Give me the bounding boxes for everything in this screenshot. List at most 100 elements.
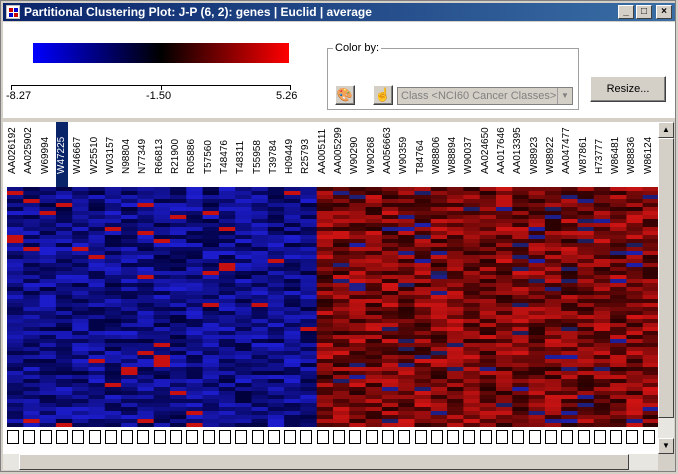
column-label[interactable]: W88806 <box>431 122 443 187</box>
column-label[interactable]: AA005299 <box>333 122 345 187</box>
class-box[interactable] <box>447 430 460 444</box>
column-label[interactable]: AA047477 <box>561 122 573 187</box>
column-label[interactable]: T55958 <box>252 122 264 187</box>
class-box[interactable] <box>88 430 101 444</box>
column-label[interactable]: W46667 <box>72 122 84 187</box>
class-box[interactable] <box>544 430 557 444</box>
color-class-select[interactable]: Class <NCI60 Cancer Classes> ▼ <box>397 87 573 105</box>
column-label[interactable]: T84764 <box>415 122 427 187</box>
class-box[interactable] <box>479 430 492 444</box>
class-box[interactable] <box>218 430 231 444</box>
class-box[interactable] <box>512 430 525 444</box>
vertical-scroll-thumb[interactable] <box>658 138 674 418</box>
class-box[interactable] <box>398 430 411 444</box>
column-label[interactable]: H73777 <box>594 122 606 187</box>
column-label[interactable]: AA025902 <box>23 122 35 187</box>
column-label[interactable]: T57560 <box>203 122 215 187</box>
title-bar[interactable]: Partitional Clustering Plot: J-P (6, 2):… <box>3 3 675 21</box>
class-box[interactable] <box>349 430 362 444</box>
class-box[interactable] <box>23 430 36 444</box>
chevron-down-icon[interactable]: ▼ <box>557 88 572 104</box>
class-box[interactable] <box>153 430 166 444</box>
class-box[interactable] <box>642 430 655 444</box>
column-label[interactable]: AA017646 <box>496 122 508 187</box>
heatmap[interactable] <box>3 187 658 427</box>
class-box[interactable] <box>7 430 19 444</box>
class-box[interactable] <box>55 430 68 444</box>
class-box[interactable] <box>610 430 623 444</box>
class-box[interactable] <box>137 430 150 444</box>
scroll-down-button[interactable]: ▼ <box>658 438 674 454</box>
vertical-scrollbar[interactable]: ▲ ▼ <box>658 122 674 454</box>
horizontal-scrollbar[interactable] <box>3 454 658 470</box>
class-box[interactable] <box>300 430 313 444</box>
column-label[interactable]: R21900 <box>170 122 182 187</box>
column-label[interactable]: R05886 <box>186 122 198 187</box>
class-box[interactable] <box>267 430 280 444</box>
column-label[interactable]: T48476 <box>219 122 231 187</box>
class-box[interactable] <box>186 430 199 444</box>
column-label[interactable]: AA024650 <box>480 122 492 187</box>
maximize-button[interactable]: □ <box>636 5 652 19</box>
class-box[interactable] <box>316 430 329 444</box>
column-label[interactable]: T48311 <box>235 122 247 187</box>
horizontal-scroll-thumb[interactable] <box>19 454 629 470</box>
class-box[interactable] <box>414 430 427 444</box>
column-label[interactable]: W25510 <box>89 122 101 187</box>
column-label[interactable]: W03157 <box>105 122 117 187</box>
column-label[interactable]: W90359 <box>398 122 410 187</box>
class-box[interactable] <box>381 430 394 444</box>
column-label[interactable]: W88922 <box>545 122 557 187</box>
class-box[interactable] <box>333 430 345 444</box>
class-box[interactable] <box>626 430 639 444</box>
close-button[interactable]: × <box>656 5 672 19</box>
column-label[interactable]: W88923 <box>529 122 541 187</box>
column-label[interactable]: N77349 <box>137 122 149 187</box>
column-label[interactable]: W88894 <box>447 122 459 187</box>
column-label[interactable]: W47225 <box>55 122 68 187</box>
cursor-tool-button[interactable]: ☝ <box>373 85 393 105</box>
class-box[interactable] <box>170 430 182 444</box>
column-label[interactable]: W69994 <box>40 122 52 187</box>
column-label[interactable]: AA056663 <box>382 122 394 187</box>
heatmap-cell <box>381 239 399 243</box>
column-label[interactable]: W90037 <box>463 122 475 187</box>
class-box[interactable] <box>528 430 541 444</box>
app-icon[interactable] <box>6 5 20 19</box>
column-label[interactable]: R66813 <box>154 122 166 187</box>
column-label[interactable]: R25793 <box>300 122 312 187</box>
class-box[interactable] <box>593 430 606 444</box>
class-box[interactable] <box>284 430 297 444</box>
class-box[interactable] <box>577 430 590 444</box>
column-label[interactable]: W90290 <box>349 122 361 187</box>
class-box[interactable] <box>121 430 134 444</box>
class-box[interactable] <box>430 430 443 444</box>
heatmap-cell <box>316 367 334 371</box>
class-box[interactable] <box>251 430 264 444</box>
class-box[interactable] <box>104 430 117 444</box>
class-box[interactable] <box>561 430 574 444</box>
column-label[interactable]: AA026192 <box>7 122 19 187</box>
column-label[interactable]: N98804 <box>121 122 133 187</box>
column-label[interactable]: AA005111 <box>317 122 329 187</box>
column-label[interactable]: W86481 <box>610 122 622 187</box>
class-box[interactable] <box>463 430 476 444</box>
class-box[interactable] <box>365 430 378 444</box>
class-box[interactable] <box>202 430 215 444</box>
class-box[interactable] <box>39 430 52 444</box>
minimize-button[interactable]: _ <box>618 5 634 19</box>
column-label[interactable]: AA013395 <box>512 122 524 187</box>
column-label[interactable]: W88836 <box>626 122 638 187</box>
class-box[interactable] <box>496 430 508 444</box>
column-label[interactable]: W90268 <box>366 122 378 187</box>
heatmap-plot-area[interactable]: AA026192 AA025902 W69994 W47225 W46667 W25510… <box>3 122 658 454</box>
column-label[interactable]: W86124 <box>643 122 655 187</box>
resize-button[interactable]: Resize... <box>590 76 666 102</box>
column-label[interactable]: W87861 <box>578 122 590 187</box>
class-box[interactable] <box>235 430 248 444</box>
palette-button[interactable]: 🎨 <box>335 85 355 105</box>
column-label[interactable]: H09449 <box>284 122 296 187</box>
scroll-up-button[interactable]: ▲ <box>658 122 674 138</box>
class-box[interactable] <box>72 430 85 444</box>
column-label[interactable]: T39784 <box>268 122 280 187</box>
